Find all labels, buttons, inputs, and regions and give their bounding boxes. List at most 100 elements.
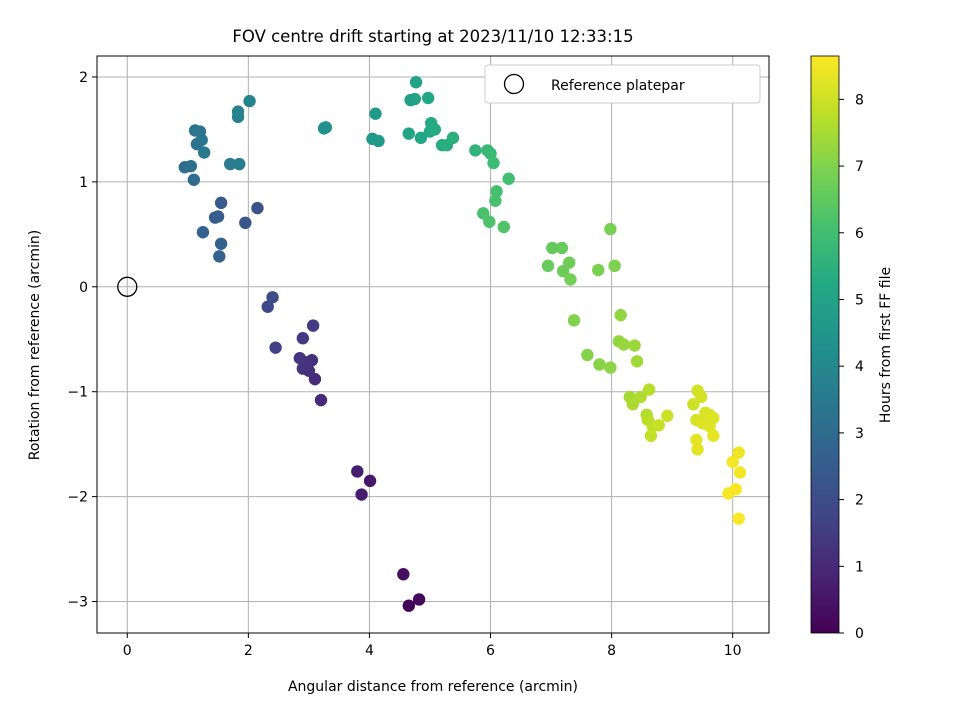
data-points: [178, 76, 747, 612]
data-point: [563, 256, 576, 269]
data-point: [541, 259, 555, 273]
data-point: [402, 599, 415, 612]
colorbar-tick-label: 1: [855, 559, 864, 575]
data-point: [314, 393, 328, 407]
data-point: [213, 250, 226, 263]
data-point: [687, 398, 700, 411]
data-point: [690, 433, 703, 447]
data-point: [497, 220, 511, 234]
data-point: [642, 383, 656, 396]
data-point: [608, 259, 621, 273]
data-point: [266, 291, 279, 304]
data-point: [555, 241, 569, 255]
data-point: [372, 134, 385, 148]
data-point: [732, 512, 745, 525]
data-point: [402, 127, 415, 140]
y-axis-label: Rotation from reference (arcmin): [27, 230, 43, 460]
data-point: [251, 201, 264, 215]
data-point: [628, 339, 641, 352]
y-axis-ticks: −3 −2 −1 0 1 2: [67, 70, 97, 611]
data-point: [614, 308, 627, 322]
colorbar-label: Hours from first FF file: [878, 267, 894, 423]
legend-label-reference-platepar: Reference platepar: [551, 78, 685, 94]
data-point: [729, 483, 742, 496]
colorbar: 0 1 2 3 4 5 6 7 8 Hours from first FF file: [810, 55, 894, 642]
colorbar-tick-label: 5: [855, 292, 864, 308]
grid: [97, 56, 769, 633]
data-point: [412, 593, 426, 606]
data-point: [694, 390, 708, 404]
data-point: [630, 355, 644, 368]
colorbar-ticks: 0 1 2 3 4 5 6 7 8: [839, 92, 864, 642]
data-point: [296, 332, 310, 345]
data-point: [626, 398, 639, 411]
data-point: [239, 216, 252, 230]
data-point: [446, 131, 460, 145]
x-tick-label: 6: [486, 643, 495, 659]
data-point: [243, 94, 256, 108]
data-point: [319, 121, 333, 134]
data-point: [661, 409, 674, 423]
data-point: [490, 185, 503, 198]
data-point: [502, 172, 515, 185]
data-point: [296, 362, 310, 375]
data-point: [634, 390, 647, 404]
data-point: [187, 173, 201, 186]
data-point: [604, 222, 617, 236]
data-point: [214, 196, 228, 210]
x-tick-label: 2: [244, 643, 253, 659]
data-point: [592, 263, 605, 277]
data-point: [644, 429, 658, 442]
x-tick-label: 4: [365, 643, 374, 659]
data-point: [703, 420, 716, 433]
data-point: [487, 156, 500, 170]
colorbar-tick-label: 0: [855, 626, 864, 642]
data-point: [421, 91, 435, 105]
x-axis-label: Angular distance from reference (arcmin): [288, 679, 578, 695]
reference-platepar-marker: [117, 276, 138, 297]
data-point: [652, 419, 666, 432]
data-point: [408, 92, 422, 106]
data-point: [604, 361, 617, 374]
data-point: [691, 443, 704, 456]
data-point: [732, 446, 745, 459]
data-point: [233, 157, 246, 171]
data-point: [617, 338, 630, 351]
plot-frame: [96, 55, 770, 634]
y-tick-label: −1: [67, 385, 88, 401]
data-point: [355, 488, 368, 501]
data-point: [414, 131, 428, 145]
y-tick-label: 1: [79, 175, 88, 191]
data-point: [593, 358, 606, 371]
colorbar-gradient: [810, 55, 840, 634]
data-point: [369, 107, 382, 120]
y-tick-label: −3: [67, 595, 88, 611]
data-point: [223, 157, 237, 171]
legend-box: [484, 64, 761, 104]
data-point: [397, 568, 410, 581]
data-point: [231, 105, 245, 118]
data-point: [581, 348, 594, 362]
data-point: [483, 215, 496, 228]
data-point: [184, 159, 198, 173]
x-tick-label: 8: [607, 643, 616, 659]
data-point: [293, 351, 307, 365]
data-point: [564, 273, 577, 286]
y-tick-label: 2: [79, 70, 88, 86]
data-point: [269, 341, 282, 354]
x-tick-label: 10: [724, 643, 742, 659]
chart-title: FOV centre drift starting at 2023/11/10 …: [232, 27, 633, 46]
data-point: [567, 314, 581, 327]
data-point: [195, 133, 208, 147]
colorbar-tick-label: 7: [855, 159, 864, 175]
colorbar-tick-label: 4: [855, 359, 864, 375]
data-point: [188, 124, 202, 137]
data-point: [363, 474, 377, 488]
data-point: [197, 146, 211, 159]
data-point: [484, 147, 497, 160]
data-point: [707, 429, 720, 442]
data-point: [214, 237, 228, 250]
y-tick-label: −2: [67, 490, 88, 506]
data-point: [409, 76, 423, 89]
